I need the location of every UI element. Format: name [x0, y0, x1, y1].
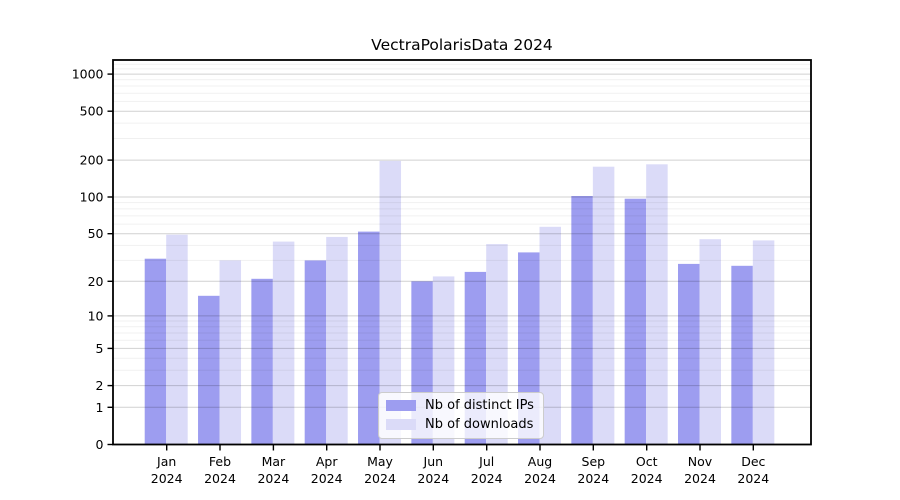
x-tick-label-month: Sep	[582, 454, 606, 469]
y-tick-label: 1	[96, 400, 104, 415]
bar	[624, 198, 647, 445]
legend-swatch-distinct-ips	[386, 400, 416, 411]
y-tick-label: 10	[88, 308, 104, 323]
bar	[144, 258, 167, 445]
x-axis: Jan 2024 Feb 2024 Mar 2024 Apr 2024 May 2024 Jun 20…	[151, 444, 769, 486]
x-tick-label-month: Feb	[209, 454, 231, 469]
y-tick-label: 2	[96, 378, 104, 393]
x-tick-label-month: Aug	[528, 454, 552, 469]
x-tick-label-year: 2024	[417, 471, 449, 486]
bar	[379, 160, 402, 445]
y-tick-label: 5	[96, 341, 104, 356]
x-tick-label-month: May	[367, 454, 393, 469]
chart-title: VectraPolarisData 2024	[371, 36, 553, 54]
legend: Nb of distinct IPs Nb of downloads	[378, 392, 544, 439]
x-tick-label-year: 2024	[204, 471, 236, 486]
x-tick-label-year: 2024	[577, 471, 609, 486]
x-tick-label-month: Nov	[688, 454, 713, 469]
legend-label-downloads: Nb of downloads	[425, 417, 534, 432]
legend-item-downloads: Nb of downloads	[386, 417, 535, 432]
bar	[678, 263, 700, 445]
gridlines-group	[113, 63, 811, 408]
x-tick-label-year: 2024	[737, 471, 769, 486]
y-tick-label: 100	[80, 190, 104, 205]
y-tick-label: 500	[80, 104, 104, 119]
x-tick-label-month: Dec	[741, 454, 765, 469]
x-tick-label-month: Apr	[316, 454, 338, 469]
bar	[646, 164, 668, 445]
bar	[731, 265, 753, 445]
y-tick-label: 50	[88, 226, 104, 241]
x-tick-label-month: Jul	[478, 454, 494, 469]
y-tick-label: 200	[80, 153, 104, 168]
bar	[539, 226, 562, 445]
legend-swatch-downloads	[386, 419, 416, 430]
bar	[219, 260, 242, 445]
x-tick-label-year: 2024	[364, 471, 396, 486]
bar	[198, 295, 220, 445]
bar	[571, 196, 593, 445]
x-tick-label-year: 2024	[524, 471, 556, 486]
x-tick-label-month: Jun	[423, 454, 444, 469]
bar	[699, 239, 721, 445]
y-tick-label: 20	[88, 274, 104, 289]
x-tick-label-year: 2024	[151, 471, 183, 486]
axes-box	[112, 59, 812, 446]
bar	[272, 241, 295, 445]
y-axis: 0 1 2 5 10 20 50 100 200 500 1000	[72, 67, 113, 452]
bar	[251, 278, 273, 445]
bar	[592, 166, 615, 445]
bar	[304, 260, 327, 445]
x-tick-label-year: 2024	[311, 471, 343, 486]
x-tick-label-month: Mar	[262, 454, 286, 469]
bar	[752, 240, 775, 445]
bar	[326, 236, 348, 445]
x-tick-label-year: 2024	[471, 471, 503, 486]
x-tick-label-year: 2024	[684, 471, 716, 486]
x-tick-label-month: Jan	[156, 454, 176, 469]
x-tick-label-year: 2024	[257, 471, 289, 486]
x-tick-label-month: Oct	[636, 454, 658, 469]
x-tick-label-year: 2024	[631, 471, 663, 486]
y-tick-label: 0	[96, 437, 104, 452]
legend-label-distinct-ips: Nb of distinct IPs	[425, 398, 534, 413]
bar	[166, 234, 188, 445]
legend-item-distinct-ips: Nb of distinct IPs	[386, 398, 535, 413]
bar	[358, 231, 380, 445]
series-downloads	[166, 160, 775, 445]
y-tick-label: 1000	[72, 67, 104, 82]
